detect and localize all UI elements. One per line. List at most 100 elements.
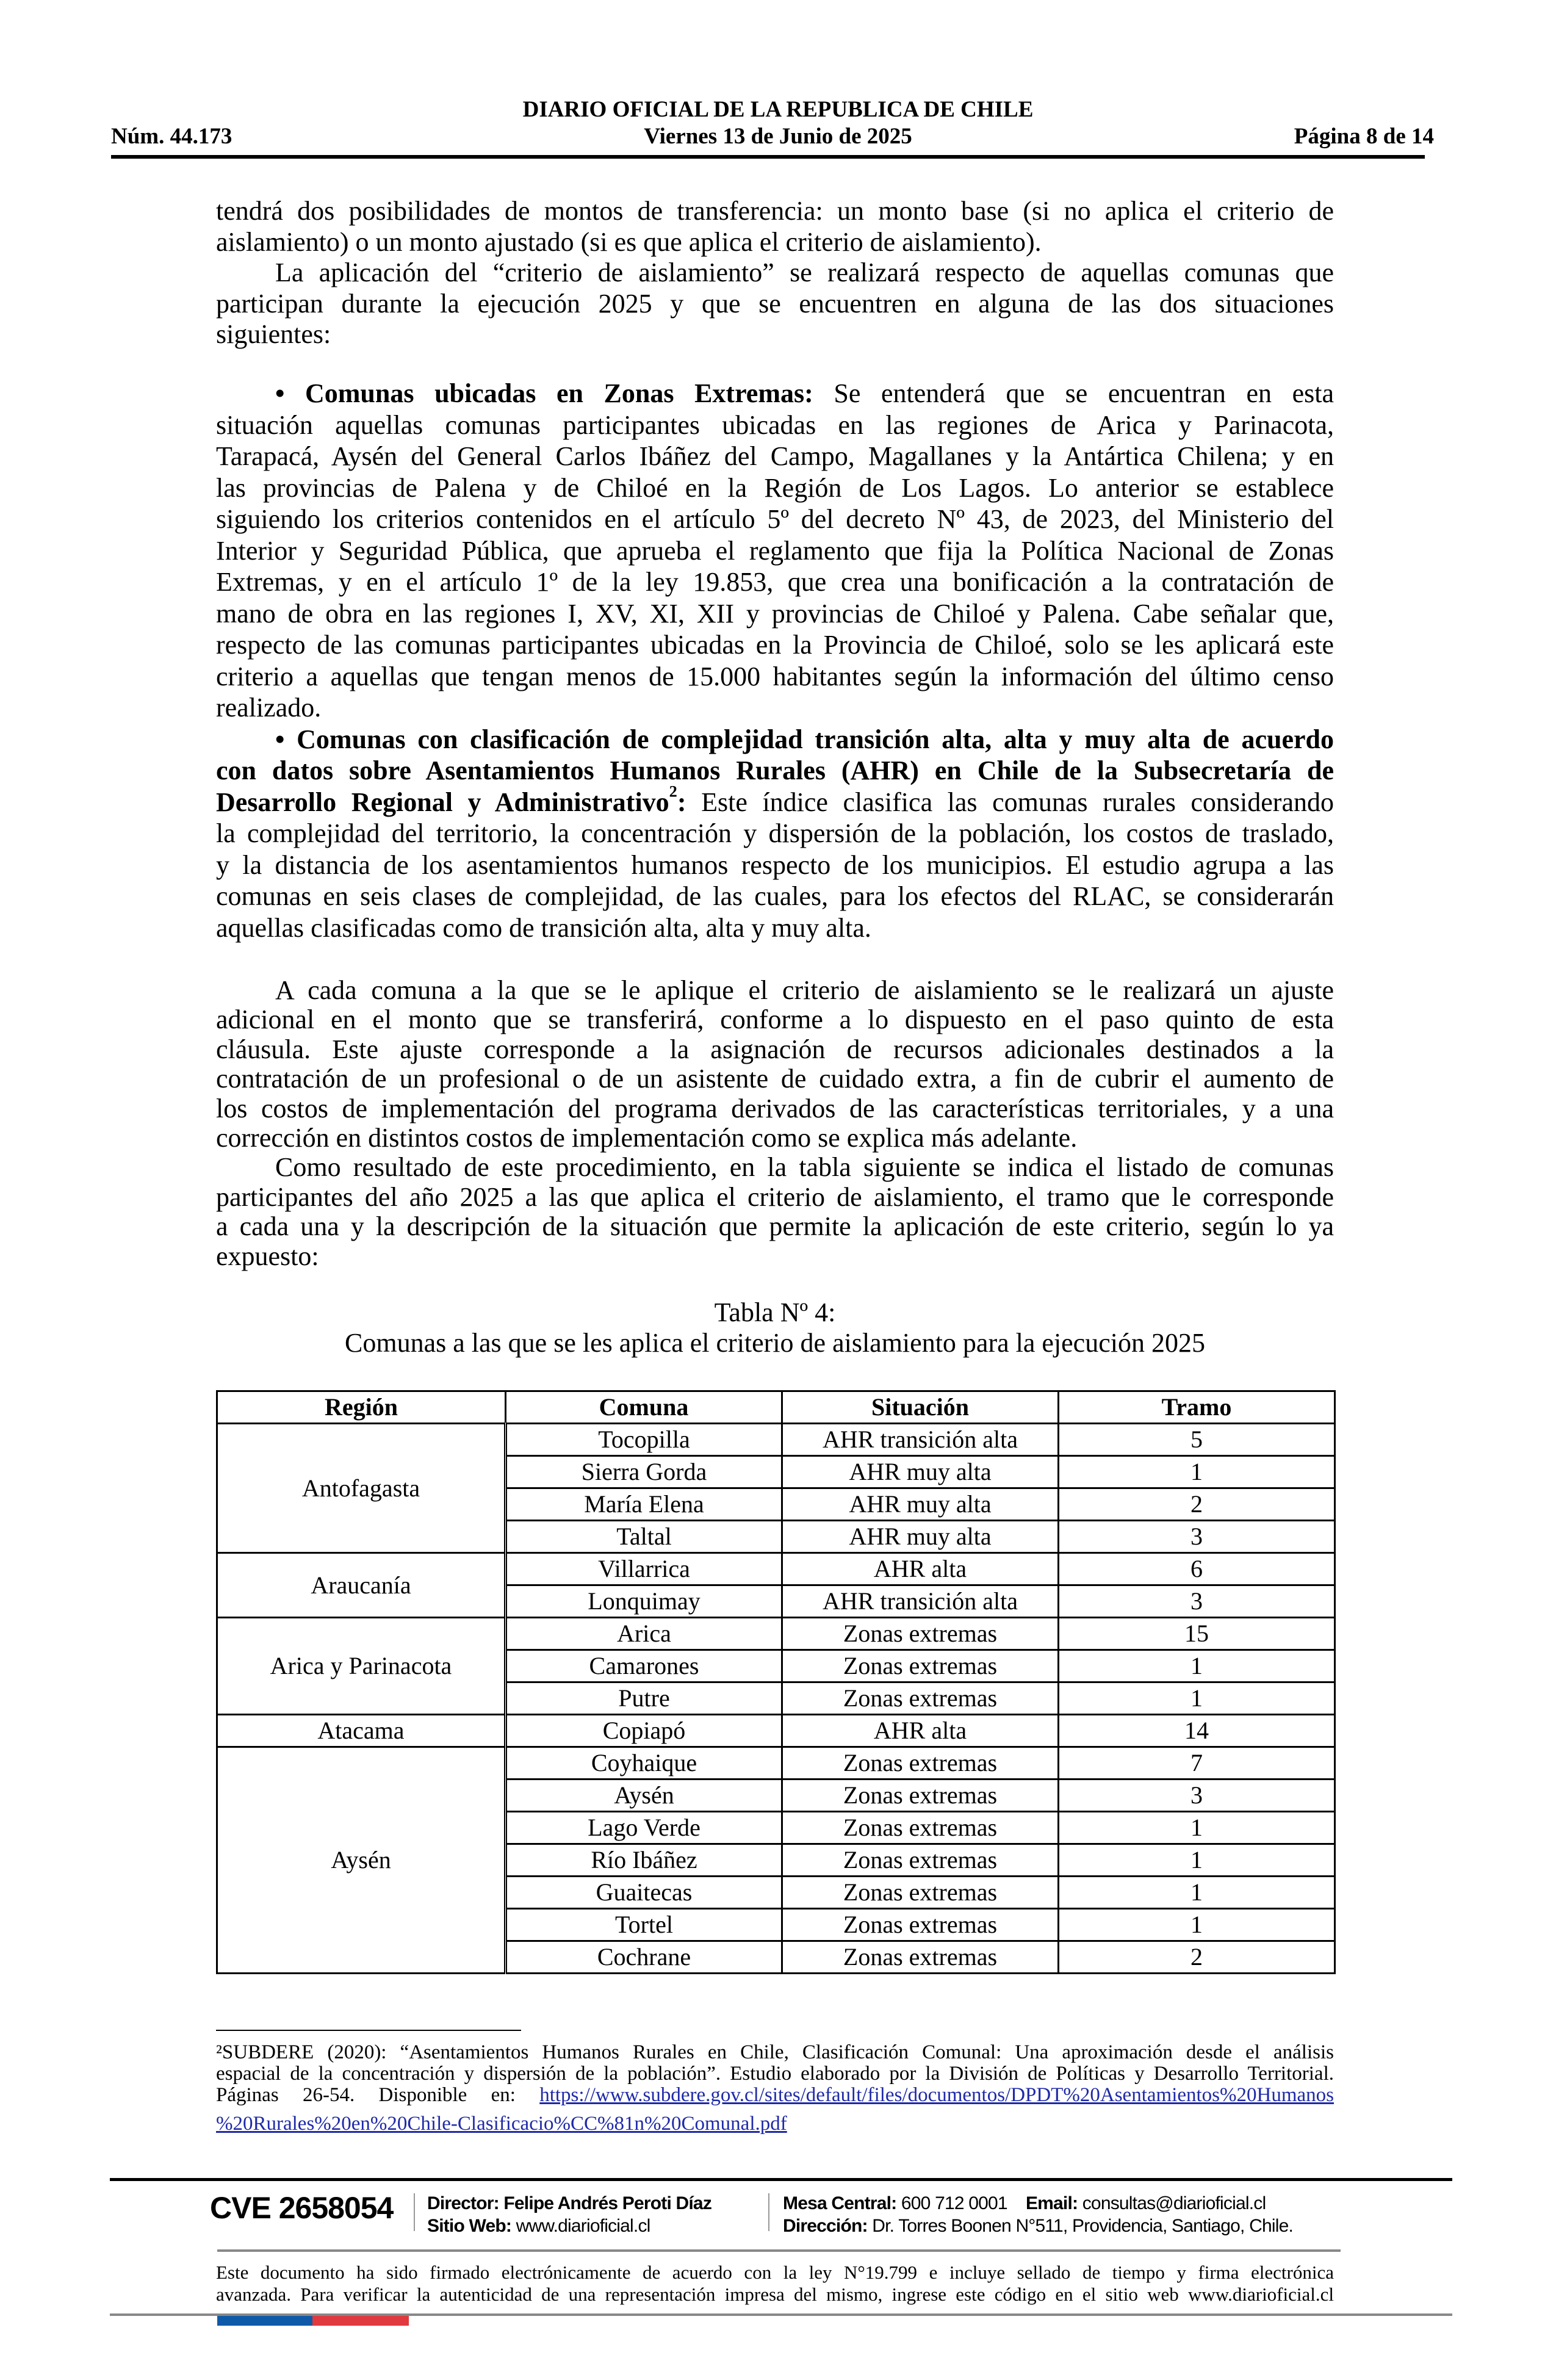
cell-tramo: 1 — [1057, 1908, 1336, 1942]
cell-comuna: Lonquimay — [505, 1584, 783, 1618]
footnote-line: espacial de la concentración y dispersió… — [216, 2063, 1334, 2085]
cell-tramo: 15 — [1057, 1617, 1336, 1651]
cell-region: Arica y Parinacota — [216, 1617, 507, 1715]
source-link[interactable]: https://www.subdere.gov.cl/sites/default… — [539, 2084, 1334, 2106]
text-line: las provincias de Palena y de Chiloé en … — [216, 472, 1334, 503]
text-line: los costos de implementación del program… — [216, 1093, 1334, 1123]
cve-code: CVE 2658054 — [210, 2191, 394, 2225]
director-info: Director: Felipe Andrés Peroti Díaz Siti… — [427, 2192, 712, 2237]
footer-bottom-rule — [110, 2313, 1452, 2316]
issue-date: Viernes 13 de Junio de 2025 — [644, 124, 912, 149]
text-line: aquellas clasificadas como de transición… — [216, 912, 871, 943]
footnote-line: ²SUBDERE (2020): “Asentamientos Humanos … — [216, 2041, 1334, 2063]
table-body: Antofagasta Tocopilla AHR transición alta 5… — [216, 1423, 1336, 1974]
web-address[interactable]: www.diarioficial.cl — [516, 2216, 651, 2236]
cell-situacion: Zonas extremas — [781, 1746, 1059, 1780]
cell-comuna: Coyhaique — [505, 1746, 783, 1780]
table-row: Tortel Zonas extremas 1 — [217, 1908, 1336, 1942]
cell-tramo: 1 — [1057, 1875, 1336, 1909]
text-line: Interior y Seguridad Pública, que aprueb… — [216, 535, 1334, 566]
issue-number: Núm. 44.173 — [111, 124, 232, 149]
table-row: Cochrane Zonas extremas 2 — [217, 1940, 1336, 1974]
phone-number: 600 712 0001 — [901, 2193, 1008, 2213]
cell-comuna: Tocopilla — [505, 1423, 783, 1457]
text-run: Este índice clasifica las comunas rurale… — [686, 787, 1334, 817]
text-line: A cada comuna a la que se le aplique el … — [275, 975, 1334, 1005]
contact-info: Mesa Central: 600 712 0001 Email: consul… — [783, 2192, 1294, 2237]
cell-tramo: 3 — [1057, 1584, 1336, 1618]
paragraph: tendrá dos posibilidades de montos de tr… — [216, 196, 1334, 258]
cell-comuna: Putre — [505, 1681, 783, 1715]
bold-lead: : — [677, 787, 686, 817]
bold-lead: con datos sobre Asentamientos Humanos Ru… — [216, 755, 1334, 785]
notice-line: Este documento ha sido firmado electróni… — [216, 2262, 1334, 2283]
text-line: comunas en seis clases de complejidad, d… — [216, 881, 1334, 911]
flag-bar-red — [312, 2316, 409, 2326]
cell-tramo: 7 — [1057, 1746, 1336, 1780]
text-line: Extremas, y en el artículo 1º de la ley … — [216, 567, 1334, 597]
cell-tramo: 5 — [1057, 1423, 1336, 1457]
text-line: aislamiento) o un monto ajustado (si es … — [216, 226, 1042, 257]
cell-situacion: AHR transición alta — [781, 1584, 1059, 1618]
text-line: contratación de un profesional o de un a… — [216, 1064, 1334, 1094]
cell-region: Araucanía — [216, 1552, 507, 1618]
source-link-continuation[interactable]: %20Rurales%20en%20Chile-Clasificacio%CC%… — [216, 2113, 787, 2135]
cell-situacion: Zonas extremas — [781, 1617, 1059, 1651]
footer-separator — [768, 2193, 769, 2231]
newspaper-title: DIARIO OFICIAL DE LA REPUBLICA DE CHILE — [522, 97, 1034, 122]
text-run: Se entenderá que se encuentran en esta — [813, 378, 1334, 408]
cell-situacion: Zonas extremas — [781, 1843, 1059, 1877]
text-line: y la distancia de los asentamientos huma… — [216, 849, 1334, 880]
table-header-row: Región Comuna Situación Tramo — [216, 1390, 1336, 1424]
table-row: Aysén Zonas extremas 3 — [217, 1778, 1336, 1812]
cell-comuna: Guaitecas — [505, 1875, 783, 1909]
column-header-comuna: Comuna — [505, 1390, 783, 1424]
director-name: Felipe Andrés Peroti Díaz — [503, 2193, 712, 2213]
table-row: Guaitecas Zonas extremas 1 — [217, 1875, 1336, 1909]
cell-situacion: Zonas extremas — [781, 1681, 1059, 1715]
paragraph: Como resultado de este procedimiento, en… — [216, 1153, 1334, 1271]
cell-situacion: AHR alta — [781, 1552, 1059, 1586]
cell-situacion: AHR muy alta — [781, 1455, 1059, 1489]
web-label: Sitio Web: — [427, 2216, 512, 2236]
table-title: Tabla Nº 4: — [714, 1297, 836, 1327]
cell-comuna: Sierra Gorda — [505, 1455, 783, 1489]
footnote-text: Páginas 26-54. Disponible en: — [216, 2084, 540, 2106]
cell-comuna: Arica — [505, 1617, 783, 1651]
text-line: criterio a aquellas que tengan menos de … — [216, 661, 1334, 691]
cell-tramo: 14 — [1057, 1714, 1336, 1748]
cell-comuna: Villarrica — [505, 1552, 783, 1586]
table-row: Aysén Coyhaique Zonas extremas 7 — [216, 1746, 1336, 1974]
cell-comuna: Tortel — [505, 1908, 783, 1942]
text-line: respecto de las comunas participantes ub… — [216, 630, 1334, 660]
column-header-region: Región — [216, 1390, 506, 1424]
cell-comuna: Aysén — [505, 1778, 783, 1812]
table-row: Camarones Zonas extremas 1 — [217, 1649, 1336, 1683]
address: Dr. Torres Boonen N°511, Providencia, Sa… — [872, 2216, 1294, 2236]
cell-tramo: 3 — [1057, 1520, 1336, 1554]
director-label: Director: — [427, 2193, 500, 2213]
cell-situacion: AHR muy alta — [781, 1487, 1059, 1521]
cell-comuna: Copiapó — [505, 1714, 783, 1748]
phone-label: Mesa Central: — [783, 2193, 897, 2213]
cell-comuna: Lago Verde — [505, 1811, 783, 1845]
table-row: Atacama Copiapó AHR alta 14 — [216, 1714, 1336, 1748]
text-line: corrección en distintos costos de implem… — [216, 1123, 1078, 1153]
footnote-ref: 2 — [669, 781, 677, 800]
body-block-intro: tendrá dos posibilidades de montos de tr… — [216, 196, 1334, 350]
paragraph: La aplicación del “criterio de aislamien… — [216, 258, 1334, 350]
email-label: Email: — [1025, 2193, 1078, 2213]
cell-situacion: AHR muy alta — [781, 1520, 1059, 1554]
table-subtitle: Comunas a las que se les aplica el crite… — [345, 1328, 1205, 1358]
text-line: La aplicación del “criterio de aislamien… — [275, 258, 1334, 287]
cell-comuna: Cochrane — [505, 1940, 783, 1974]
column-header-situacion: Situación — [781, 1390, 1059, 1424]
body-block-adjustment: A cada comuna a la que se le aplique el … — [216, 975, 1334, 1271]
text-line: Tarapacá, Aysén del General Carlos Ibáñe… — [216, 441, 1334, 471]
text-line: con datos sobre Asentamientos Humanos Ru… — [216, 755, 1334, 787]
cell-tramo: 1 — [1057, 1455, 1336, 1489]
cell-situacion: Zonas extremas — [781, 1875, 1059, 1909]
email-address[interactable]: consultas@diarioficial.cl — [1082, 2193, 1266, 2213]
table-row: Antofagasta Tocopilla AHR transición alta 5 — [216, 1423, 1336, 1554]
cell-tramo: 1 — [1057, 1811, 1336, 1845]
